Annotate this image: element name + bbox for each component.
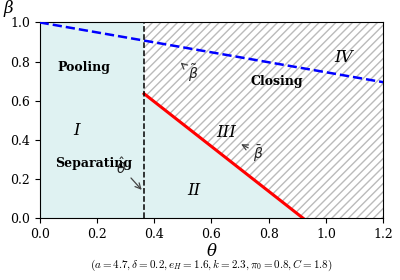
Text: I: I: [74, 122, 80, 139]
Text: Separating: Separating: [56, 157, 133, 170]
Polygon shape: [40, 22, 144, 218]
Text: Closing: Closing: [251, 75, 304, 88]
Y-axis label: β: β: [4, 0, 14, 17]
Text: Pooling: Pooling: [58, 61, 110, 74]
Text: II: II: [188, 183, 201, 199]
X-axis label: θ: θ: [206, 242, 216, 260]
Text: IV: IV: [334, 49, 352, 66]
Title: $(a = 4.7, \delta = 0.2, e_H = 1.6, k = 2.3, \pi_0 = 0.8, C = 1.8)$: $(a = 4.7, \delta = 0.2, e_H = 1.6, k = …: [90, 258, 333, 273]
Text: $\hat{\theta}$: $\hat{\theta}$: [116, 157, 141, 189]
Polygon shape: [144, 22, 383, 218]
Polygon shape: [144, 94, 303, 218]
Text: $\bar{\beta}$: $\bar{\beta}$: [242, 143, 264, 164]
Text: $\tilde{\beta}$: $\tilde{\beta}$: [182, 63, 198, 84]
Text: III: III: [216, 124, 236, 141]
